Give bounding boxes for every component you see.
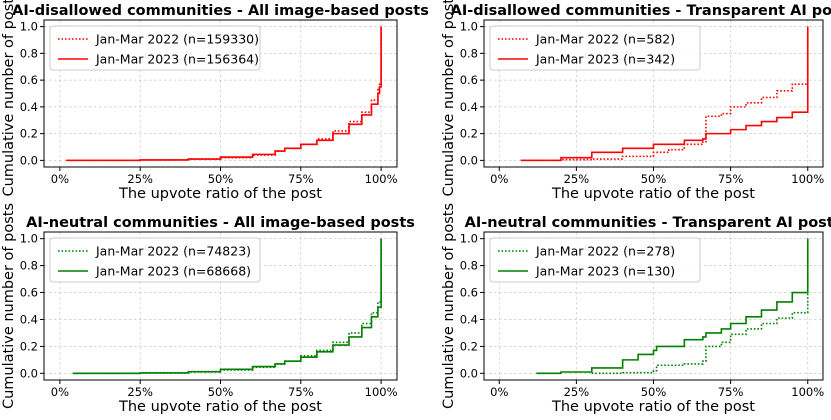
y-tick-label: 0.6 (20, 286, 38, 300)
y-tick-label: 0.2 (20, 127, 38, 141)
legend-entry: Jan-Mar 2022 (n=582) (535, 32, 675, 47)
x-tick-label: 25% (564, 172, 590, 186)
x-tick-label: 75% (288, 385, 314, 399)
legend-box (489, 237, 701, 283)
chart-panel-2: 0% 25% 50% 75% 100% 0.0 0.2 0.4 0.6 0.8 1.0AI-disa… (441, 0, 831, 202)
y-tick-label: 0.2 (20, 339, 38, 353)
y-tick-label: 0.0 (460, 153, 478, 167)
series-line-2 (72, 238, 382, 375)
legend-entry: Jan-Mar 2022 (n=74823) (95, 244, 251, 259)
legend-box (49, 237, 261, 283)
x-axis-label: The upvote ratio of the post (118, 186, 322, 202)
chart-title: AI-disallowed communities - Transparent … (451, 3, 831, 19)
y-tick-label: 0.4 (20, 312, 38, 326)
y-axis-label: Cumulative number of posts (441, 0, 457, 197)
y-tick-label: 0.0 (20, 153, 38, 167)
x-tick-label: 100% (791, 172, 824, 186)
chart-title: AI-disallowed communities - All image-ba… (12, 3, 429, 19)
y-tick-label: 1.0 (20, 20, 38, 34)
x-tick-label: 100% (365, 172, 398, 186)
x-tick-label: 0% (490, 172, 508, 186)
x-tick-label: 100% (791, 385, 824, 399)
series-line-2 (520, 26, 809, 162)
y-tick-label: 0.6 (460, 73, 478, 87)
y-axis-label: Cumulative number of posts (441, 203, 457, 409)
x-tick-label: 75% (718, 385, 744, 399)
x-tick-label: 50% (208, 385, 234, 399)
chart-panel-4: 0% 25% 50% 75% 100% 0.0 0.2 0.4 0.6 0.8 1.0AI-neut… (441, 203, 831, 415)
y-tick-label: 0.4 (460, 100, 478, 114)
y-tick-label: 0.8 (460, 46, 478, 60)
y-tick-label: 0.8 (20, 259, 38, 273)
legend-box (49, 25, 261, 71)
legend-entry: Jan-Mar 2022 (n=159330) (95, 32, 259, 47)
y-tick-label: 0.0 (460, 366, 478, 380)
x-tick-label: 0% (490, 385, 508, 399)
legend-entry: Jan-Mar 2022 (n=278) (535, 244, 675, 259)
x-axis-label: The upvote ratio of the post (551, 399, 755, 415)
series-line-2 (66, 26, 382, 162)
x-tick-label: 50% (208, 172, 234, 186)
x-axis-label: The upvote ratio of the post (118, 399, 322, 415)
y-tick-label: 0.6 (460, 286, 478, 300)
legend-entry: Jan-Mar 2023 (n=342) (535, 52, 675, 67)
x-tick-label: 25% (564, 385, 590, 399)
x-tick-label: 50% (641, 385, 667, 399)
x-tick-label: 0% (51, 172, 69, 186)
y-axis-label: Cumulative number of posts (1, 203, 17, 409)
y-tick-label: 0.6 (20, 73, 38, 87)
x-tick-label: 25% (127, 172, 153, 186)
x-axis-label: The upvote ratio of the post (551, 186, 755, 202)
y-tick-label: 1.0 (460, 232, 478, 246)
x-tick-label: 50% (641, 172, 667, 186)
x-tick-label: 75% (718, 172, 744, 186)
legend-box (489, 25, 701, 71)
legend-entry: Jan-Mar 2023 (n=156364) (95, 52, 259, 67)
y-tick-label: 0.2 (460, 339, 478, 353)
x-tick-label: 25% (127, 385, 153, 399)
x-tick-label: 75% (288, 172, 314, 186)
y-axis-label: Cumulative number of posts (1, 0, 17, 197)
y-tick-label: 0.0 (20, 366, 38, 380)
series-line-2 (536, 238, 809, 375)
legend-entry: Jan-Mar 2023 (n=130) (535, 264, 675, 279)
y-tick-label: 0.8 (460, 259, 478, 273)
y-tick-label: 1.0 (20, 232, 38, 246)
y-tick-label: 1.0 (460, 20, 478, 34)
y-tick-label: 0.4 (460, 312, 478, 326)
chart-title: AI-neutral communities - Transparent AI … (465, 215, 831, 231)
x-tick-label: 100% (365, 385, 398, 399)
chart-panel-3: 0% 25% 50% 75% 100% 0.0 0.2 0.4 0.6 0.8 1.0AI-neut… (1, 203, 415, 415)
y-tick-label: 0.8 (20, 46, 38, 60)
y-tick-label: 0.4 (20, 100, 38, 114)
y-tick-label: 0.2 (460, 127, 478, 141)
x-tick-label: 0% (51, 385, 69, 399)
chart-panel-1: 0% 25% 50% 75% 100% 0.0 0.2 0.4 0.6 0.8 1.0AI-disa… (1, 0, 429, 202)
legend-entry: Jan-Mar 2023 (n=68668) (95, 264, 251, 279)
series-line-1 (591, 238, 809, 375)
chart-title: AI-neutral communities - All image-based… (26, 215, 415, 231)
